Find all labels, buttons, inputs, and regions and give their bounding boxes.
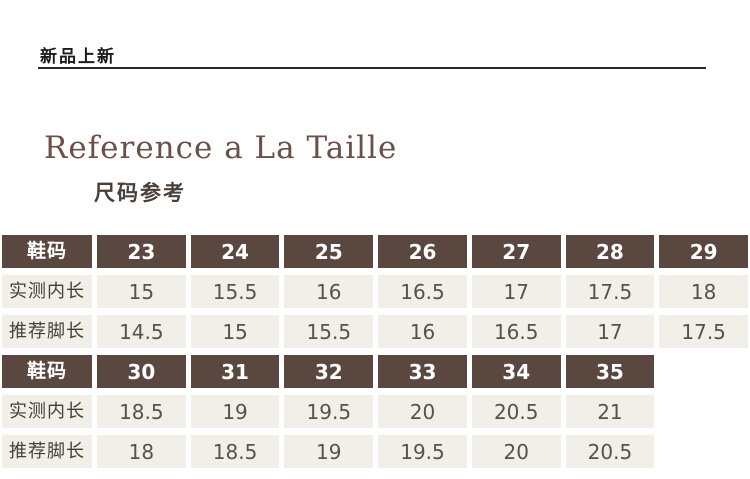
banner-underline — [38, 67, 706, 69]
measurement-cell: 17.5 — [659, 315, 748, 348]
size-header-cell: 25 — [284, 235, 374, 268]
size-header-cell: 30 — [97, 355, 186, 388]
measurement-cell: 15 — [190, 315, 280, 348]
size-header-cell: 24 — [190, 235, 280, 268]
measurement-cell: 15.5 — [190, 275, 280, 308]
measurement-cell: 16.5 — [471, 315, 561, 348]
measurement-cell: 16 — [284, 275, 374, 308]
measurement-cell: 14.5 — [97, 315, 186, 348]
measurement-cell: 18.5 — [190, 435, 280, 468]
banner-label: 新品上新 — [40, 47, 116, 67]
foot-length-row: 推荐脚长 18 18.5 19 19.5 20 20.5 — [2, 435, 748, 468]
page-title: Reference a La Taille — [44, 130, 398, 166]
measurement-cell: 17 — [471, 275, 561, 308]
size-header-cell: 26 — [378, 235, 467, 268]
measurement-cell: 18 — [659, 275, 748, 308]
measurement-cell: 15.5 — [284, 315, 374, 348]
measurement-cell: 17.5 — [565, 275, 655, 308]
measurement-cell: 17 — [565, 315, 655, 348]
size-table: 鞋码 23 24 25 26 27 28 29 实测内长 15 15.5 16 … — [2, 235, 748, 468]
size-header-cell: 31 — [190, 355, 280, 388]
measurement-cell: 16 — [378, 315, 467, 348]
row-label-cell: 实测内长 — [2, 395, 92, 428]
page-subtitle: 尺码参考 — [94, 181, 186, 205]
size-header-cell: 28 — [565, 235, 655, 268]
measurement-cell: 15 — [97, 275, 186, 308]
size-header-cell: 35 — [565, 355, 655, 388]
measurement-cell: 20.5 — [471, 395, 561, 428]
inner-length-row: 实测内长 15 15.5 16 16.5 17 17.5 18 — [2, 275, 748, 308]
measurement-cell: 19.5 — [284, 395, 374, 428]
measurement-cell: 19.5 — [378, 435, 467, 468]
size-header-cell: 33 — [378, 355, 467, 388]
shoe-size-header-label: 鞋码 — [2, 235, 92, 268]
size-header-row: 鞋码 30 31 32 33 34 35 — [2, 355, 748, 388]
measurement-cell: 18 — [97, 435, 186, 468]
size-header-cell: 27 — [471, 235, 561, 268]
row-label-cell: 实测内长 — [2, 275, 92, 308]
measurement-cell: 20.5 — [565, 435, 655, 468]
shoe-size-header-label: 鞋码 — [2, 355, 92, 388]
measurement-cell: 20 — [471, 435, 561, 468]
size-header-cell: 29 — [659, 235, 748, 268]
measurement-cell: 19 — [284, 435, 374, 468]
measurement-cell: 21 — [565, 395, 655, 428]
measurement-cell: 16.5 — [378, 275, 467, 308]
measurement-cell: 18.5 — [97, 395, 186, 428]
row-label-cell: 推荐脚长 — [2, 315, 92, 348]
foot-length-row: 推荐脚长 14.5 15 15.5 16 16.5 17 17.5 — [2, 315, 748, 348]
measurement-cell: 19 — [190, 395, 280, 428]
size-header-cell: 32 — [284, 355, 374, 388]
row-label-cell: 推荐脚长 — [2, 435, 92, 468]
size-header-row: 鞋码 23 24 25 26 27 28 29 — [2, 235, 748, 268]
measurement-cell: 20 — [378, 395, 467, 428]
inner-length-row: 实测内长 18.5 19 19.5 20 20.5 21 — [2, 395, 748, 428]
size-header-cell: 34 — [471, 355, 561, 388]
size-header-cell: 23 — [97, 235, 186, 268]
